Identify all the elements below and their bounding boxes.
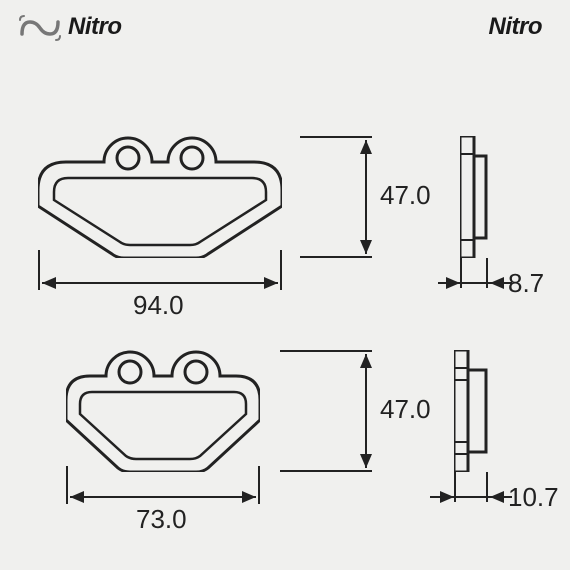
pad1-width-ext-left bbox=[38, 250, 40, 290]
pad1-height-ext-bot bbox=[300, 256, 372, 258]
pad1-width-ext-right bbox=[280, 250, 282, 290]
brand-label-left: Nitro bbox=[68, 13, 489, 41]
pad2-height-arrow-d bbox=[360, 454, 372, 468]
pad1-thick-arrow-l bbox=[446, 277, 460, 289]
brand-label-right: Nitro bbox=[489, 13, 543, 41]
pad2-thick-arrow-r bbox=[490, 491, 504, 503]
pad2-width-dimline bbox=[70, 496, 256, 498]
pad1-height-dimline bbox=[365, 140, 367, 254]
header-bar: Nitro Nitro bbox=[0, 0, 570, 50]
pad1-height-arrow-d bbox=[360, 240, 372, 254]
pad2-width-arrow-l bbox=[70, 491, 84, 503]
pad2-height-arrow-u bbox=[360, 354, 372, 368]
pad2-height-ext-top bbox=[280, 350, 372, 352]
pad2-width-ext-left bbox=[66, 466, 68, 504]
pad1-height-label: 47.0 bbox=[380, 180, 431, 211]
pad1-height-arrow-u bbox=[360, 140, 372, 154]
pad2-width-arrow-r bbox=[242, 491, 256, 503]
pad2-width-ext-right bbox=[258, 466, 260, 504]
pad2-height-ext-bot bbox=[280, 470, 372, 472]
pad1-width-dimline bbox=[42, 282, 278, 284]
pad2-height-dimline bbox=[365, 354, 367, 468]
pad1-height-ext-top bbox=[300, 136, 372, 138]
pad1-thick-arrow-r bbox=[490, 277, 504, 289]
pad1-width-arrow-l bbox=[42, 277, 56, 289]
pad2-width-label: 73.0 bbox=[136, 504, 187, 535]
pad1-thick-label: 8.7 bbox=[508, 268, 544, 299]
pad1-width-arrow-r bbox=[264, 277, 278, 289]
logo-icon bbox=[18, 12, 62, 42]
pad2-thick-label: 10.7 bbox=[508, 482, 559, 513]
pad2-thick-arrow-l bbox=[440, 491, 454, 503]
pad2-height-label: 47.0 bbox=[380, 394, 431, 425]
pad1-side-view bbox=[460, 136, 500, 258]
pad1-width-label: 94.0 bbox=[133, 290, 184, 321]
pad2-side-view bbox=[454, 350, 500, 472]
pad1-front-view bbox=[38, 128, 282, 258]
pad2-front-view bbox=[66, 342, 260, 472]
